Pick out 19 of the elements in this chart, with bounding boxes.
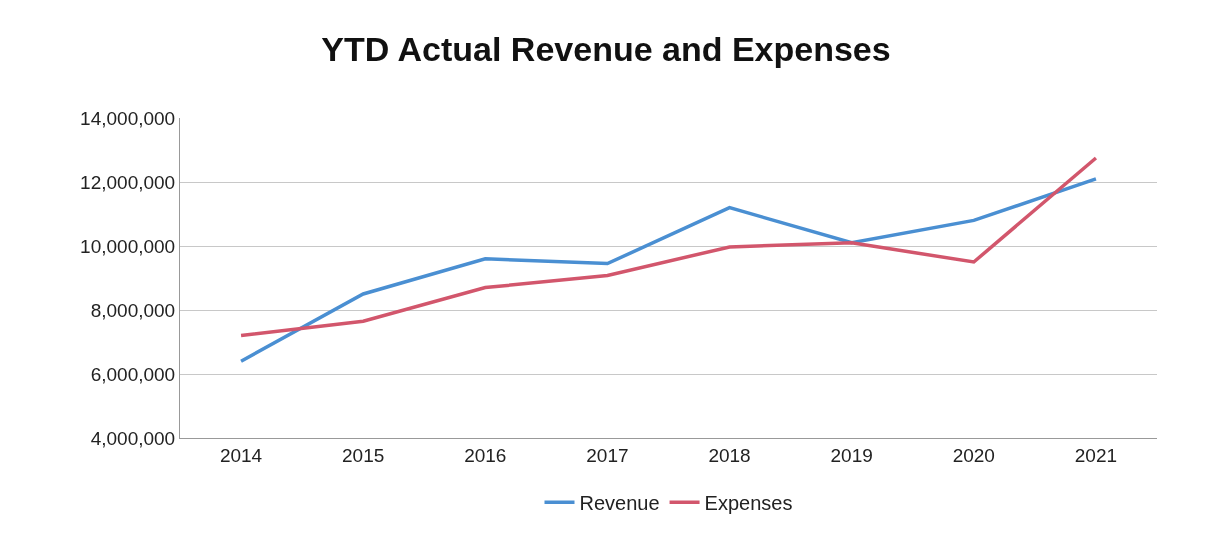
x-tick-label: 2014 — [219, 444, 263, 466]
y-tick-label: 8,000,000 — [90, 299, 176, 321]
x-tick-label: 2016 — [464, 444, 507, 466]
x-tick-label: 2020 — [952, 444, 995, 466]
x-tick-label: 2015 — [342, 444, 385, 466]
y-tick-label: 6,000,000 — [90, 363, 176, 385]
chart-title: YTD Actual Revenue and Expenses — [321, 30, 891, 69]
legend-label: Revenue — [579, 492, 660, 515]
x-tick-label: 2021 — [1074, 444, 1118, 466]
y-tick-label: 10,000,000 — [80, 235, 176, 257]
line-series — [239, 156, 1098, 338]
y-tick-label: 14,000,000 — [80, 107, 176, 129]
x-tick-label: 2018 — [708, 444, 751, 466]
line-series — [239, 177, 1098, 363]
y-tick-label: 4,000,000 — [90, 427, 176, 449]
legend-label: Expenses — [704, 492, 793, 515]
y-tick-label: 12,000,000 — [80, 171, 176, 193]
x-tick-label: 2019 — [830, 444, 873, 466]
x-tick-label: 2017 — [586, 444, 629, 466]
